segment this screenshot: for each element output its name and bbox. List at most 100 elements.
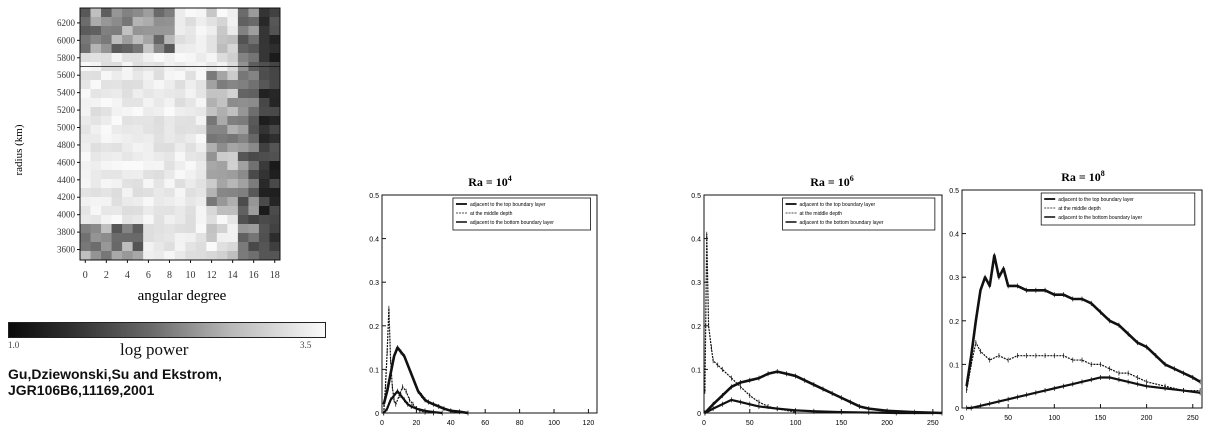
- heatmap-cell: [153, 224, 165, 234]
- legend-entry: adjacent to the bottom boundary layer: [1058, 215, 1142, 221]
- heatmap-cell: [227, 44, 239, 54]
- heatmap-cell: [216, 107, 228, 117]
- heatmap-cell: [174, 17, 186, 27]
- heatmap-cell: [153, 134, 165, 144]
- heatmap-cell: [153, 26, 165, 36]
- heatmap-cell: [143, 242, 155, 252]
- heatmap-cell: [164, 17, 176, 27]
- y-tick-label: 0.4: [949, 232, 959, 239]
- heatmap-cell: [101, 80, 112, 90]
- heatmap-cell: [269, 161, 281, 171]
- heatmap-cell: [164, 143, 176, 153]
- x-tick-label: 0: [380, 420, 384, 427]
- heatmap-cell: [216, 251, 228, 261]
- heatmap-cell: [237, 134, 249, 144]
- heatmap-cell: [132, 179, 144, 189]
- heatmap-y-tick-label: 3800: [57, 227, 76, 237]
- heatmap-cell: [174, 107, 186, 117]
- heatmap-cell: [101, 71, 112, 81]
- colorbar-label: log power: [120, 340, 189, 359]
- heatmap-cell: [216, 197, 228, 207]
- heatmap-cell: [237, 80, 249, 90]
- heatmap-cell: [237, 251, 249, 261]
- heatmap-cell: [132, 161, 144, 171]
- heatmap-cell: [132, 170, 144, 180]
- heatmap-cell: [195, 152, 207, 162]
- heatmap-cell: [90, 26, 102, 36]
- heatmap-cell: [80, 17, 91, 27]
- heatmap-cell: [174, 134, 186, 144]
- heatmap-cell: [269, 26, 281, 36]
- heatmap-cell: [153, 233, 165, 243]
- heatmap-x-tick-label: 6: [146, 270, 151, 281]
- heatmap-cell: [206, 188, 218, 198]
- heatmap-cell: [237, 197, 249, 207]
- heatmap-cell: [122, 242, 134, 252]
- heatmap-cell: [132, 98, 144, 108]
- heatmap-cell: [153, 44, 165, 54]
- heatmap-cell: [248, 152, 260, 162]
- heatmap-cell: [90, 188, 102, 198]
- heatmap-cell: [174, 53, 186, 63]
- heatmap-cell: [90, 44, 102, 54]
- heatmap-cell: [216, 188, 228, 198]
- heatmap-cell: [237, 206, 249, 216]
- heatmap-cell: [164, 188, 176, 198]
- heatmap-cell: [258, 215, 270, 225]
- heatmap-cell: [216, 161, 228, 171]
- heatmap-cell: [80, 98, 91, 108]
- heatmap-cell: [185, 188, 197, 198]
- heatmap-cell: [122, 53, 134, 63]
- heatmap-cell: [80, 215, 91, 225]
- heatmap-cell: [143, 71, 155, 81]
- legend-entry: adjacent to the top boundary layer: [470, 202, 546, 208]
- heatmap-cell: [164, 98, 176, 108]
- heatmap-cell: [248, 71, 260, 81]
- heatmap-cell: [174, 35, 186, 45]
- heatmap-cell: [80, 188, 91, 198]
- y-tick-label: 0: [375, 411, 379, 418]
- heatmap-cell: [195, 125, 207, 135]
- heatmap-cell: [227, 242, 239, 252]
- heatmap-cell: [248, 179, 260, 189]
- heatmap-cell: [101, 251, 112, 261]
- heatmap-cell: [216, 71, 228, 81]
- heatmap-x-tick-label: 2: [104, 270, 109, 281]
- heatmap-cell: [174, 179, 186, 189]
- colorbar-min-label: 1.0: [8, 340, 20, 350]
- heatmap-cell: [153, 116, 165, 126]
- heatmap-cell: [90, 17, 102, 27]
- heatmap-cell: [237, 215, 249, 225]
- heatmap-cell: [248, 116, 260, 126]
- heatmap-cell: [216, 35, 228, 45]
- heatmap-cell: [90, 116, 102, 126]
- chart-ra-1e4: Ra = 104 0 0.1 0.2 0.3 0.4 0.5 0 20 40 60 80 100 120…: [369, 174, 598, 427]
- heatmap-cell: [174, 143, 186, 153]
- heatmap-cell: [269, 134, 281, 144]
- heatmap-cell: [269, 233, 281, 243]
- y-tick-label: 0.1: [369, 367, 379, 374]
- heatmap-cell: [80, 242, 91, 252]
- heatmap-cell: [195, 233, 207, 243]
- heatmap-y-tick-label: 4600: [57, 157, 76, 167]
- heatmap-cell: [206, 152, 218, 162]
- heatmap-cell: [206, 17, 218, 27]
- x-tick-label: 150: [1095, 415, 1107, 422]
- heatmap-cell: [164, 80, 176, 90]
- heatmap-cell: [258, 35, 270, 45]
- heatmap-x-tick-label: 12: [207, 270, 217, 281]
- heatmap-cell: [237, 53, 249, 63]
- heatmap-cell: [80, 251, 91, 261]
- heatmap-cell: [216, 8, 228, 18]
- heatmap-cell: [111, 26, 123, 36]
- colorbar-max-label: 3.5: [300, 340, 312, 350]
- heatmap-cell: [143, 224, 155, 234]
- heatmap-cell: [132, 251, 144, 261]
- series-line: [704, 398, 933, 415]
- heatmap-cell: [90, 251, 102, 261]
- heatmap-cell: [248, 53, 260, 63]
- citation-line-1: Gu,Dziewonski,Su and Ekstrom,: [8, 366, 222, 382]
- heatmap-cell: [164, 107, 176, 117]
- heatmap-cell: [237, 233, 249, 243]
- heatmap-cell: [101, 53, 112, 63]
